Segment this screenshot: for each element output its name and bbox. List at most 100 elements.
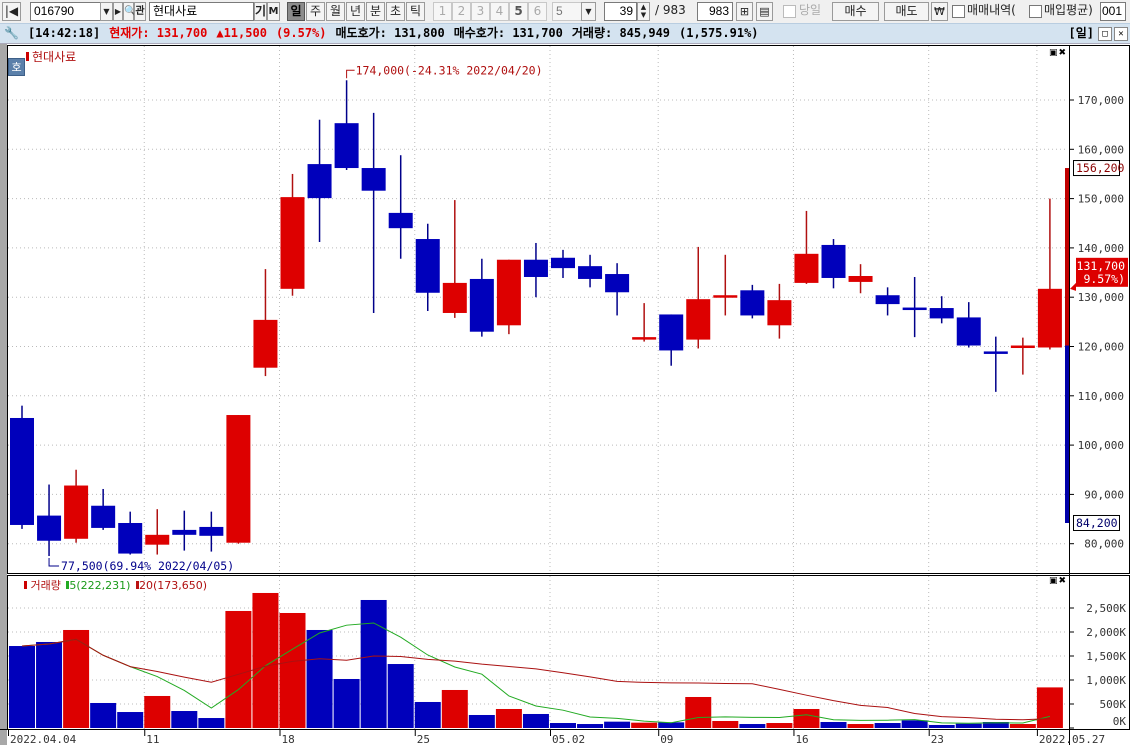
today-checkbox[interactable] xyxy=(783,5,796,18)
period-year-tab[interactable]: 년 xyxy=(346,2,365,21)
candle-body-05/06 xyxy=(632,337,657,340)
range-upper-label-box xyxy=(1073,160,1120,177)
ma20-line xyxy=(21,638,1050,721)
price-tick-label: 110,000 xyxy=(1078,390,1124,403)
volume-bar-04/19 xyxy=(306,629,333,728)
total-input[interactable]: 983 xyxy=(697,2,733,21)
current-price-box xyxy=(1076,257,1128,287)
period-second-tab[interactable]: 초 xyxy=(386,2,405,21)
candle-body-04/06 xyxy=(64,485,89,539)
save-icon[interactable]: ▤ xyxy=(756,2,773,21)
candle-body-04/29 xyxy=(523,259,548,277)
candle-body-05/26 xyxy=(1010,345,1035,349)
volume-tick-label: 500K xyxy=(1100,698,1127,711)
volume-legend: 거래량 5(222,231) 20(173,650) xyxy=(24,577,207,593)
price-tick-label: 130,000 xyxy=(1078,291,1124,304)
date-label: 11 xyxy=(146,733,159,745)
quote-info-bar: 🔧 [14:42:18] 현재가: 131,700 ▲11,500 (9.57%… xyxy=(0,23,1130,44)
buy-button[interactable]: 매수 xyxy=(832,2,879,21)
range-upper-label: 156,200 xyxy=(1076,161,1125,175)
candle-body-04/05 xyxy=(37,515,62,541)
high-annotation: 174,000(-24.31% 2022/04/20) xyxy=(356,63,543,77)
date-label: 16 xyxy=(795,733,808,745)
number-select[interactable]: 5 xyxy=(552,2,582,21)
period-tick-tab[interactable]: 틱 xyxy=(406,2,425,21)
price-tick-label: 140,000 xyxy=(1078,242,1124,255)
close-icon[interactable]: ✕ xyxy=(1114,26,1128,41)
period-month-tab[interactable]: 월 xyxy=(326,2,345,21)
current-price-label: 131,700 xyxy=(1077,259,1126,273)
period-minute-tab[interactable]: 분 xyxy=(366,2,385,21)
stock-code-input[interactable]: 016790 xyxy=(30,2,101,21)
volume-bar-04/11 xyxy=(144,695,171,728)
avg-buy-label: 매입평균) xyxy=(1044,3,1093,17)
candle-body-05/17 xyxy=(821,244,846,278)
volume-bar-04/05 xyxy=(36,641,63,728)
badge-button[interactable]: 호 xyxy=(8,58,25,76)
volume-bar-05/26 xyxy=(1009,724,1036,728)
candle-body-05/03 xyxy=(578,266,603,279)
trade-history-label: 매매내역( xyxy=(967,3,1016,17)
add-window-icon[interactable]: ⊞ xyxy=(736,2,753,21)
volume-pane-controls[interactable]: ▣✖ xyxy=(1049,576,1068,586)
wrench-icon[interactable]: 🔧 xyxy=(4,26,19,40)
count-input[interactable]: 39 xyxy=(604,2,637,21)
count-spinner[interactable]: ▲ ▼ xyxy=(637,2,650,21)
won-button[interactable]: ₩ xyxy=(931,2,948,21)
period-week-tab[interactable]: 주 xyxy=(306,2,325,21)
date-label: 18 xyxy=(282,733,295,745)
number-3-button[interactable]: 3 xyxy=(471,2,490,21)
stock-name-field[interactable]: 현대사료 xyxy=(149,2,254,21)
price-pane-controls[interactable]: ▣✖ xyxy=(1049,48,1068,58)
account-input[interactable]: 001 xyxy=(1100,2,1126,21)
trade-history-checkbox[interactable] xyxy=(952,5,965,18)
gi-button[interactable]: 기 xyxy=(254,2,267,21)
candle-body-05/23 xyxy=(929,308,954,319)
number-6-button[interactable]: 6 xyxy=(528,2,547,21)
volume-tick-label: 2,000K xyxy=(1086,626,1126,639)
price-change-pct: (9.57%) xyxy=(275,26,327,40)
maximize-icon[interactable]: □ xyxy=(1098,26,1112,41)
volume-pct: (1,575.91%) xyxy=(679,26,759,40)
volume-bar-05/19 xyxy=(874,723,901,728)
volume-bar-05/23 xyxy=(928,724,955,728)
candle-body-04/14 xyxy=(226,415,251,543)
volume-bar-04/06 xyxy=(63,629,90,728)
candle-body-05/20 xyxy=(902,307,927,311)
left-strip xyxy=(0,44,7,745)
first-page-button[interactable]: |◀ xyxy=(2,2,21,21)
interest-button[interactable]: 관 xyxy=(134,2,146,21)
number-2-button[interactable]: 2 xyxy=(452,2,471,21)
candle-body-05/25 xyxy=(983,351,1008,354)
volume-bar-05/11 xyxy=(712,720,739,728)
candle-body-04/19 xyxy=(307,164,332,199)
volume-bar-04/07 xyxy=(90,702,117,728)
price-tick-label: 170,000 xyxy=(1078,94,1124,107)
range-lower-label-box xyxy=(1073,514,1120,531)
volume-legend-title: 거래량 xyxy=(30,579,61,592)
candle-body-04/12 xyxy=(172,529,197,535)
volume-bar-04/13 xyxy=(198,718,225,728)
number-4-button[interactable]: 4 xyxy=(490,2,509,21)
volume-bar-04/21 xyxy=(360,599,387,728)
code-dropdown-icon[interactable]: ▼ xyxy=(100,2,113,21)
current-pct-label: ( 9.57%) xyxy=(1070,272,1125,286)
candle-body-05/18 xyxy=(848,276,873,282)
next-arrow-icon[interactable]: ▶ xyxy=(113,2,123,21)
total-label: / 983 xyxy=(655,3,686,17)
price-tick-label: 120,000 xyxy=(1078,341,1124,354)
time-stamp: [14:42:18] xyxy=(27,26,101,40)
range-bar-upper xyxy=(1065,168,1069,346)
period-day-tab[interactable]: 일 xyxy=(287,2,305,21)
number-5-button[interactable]: 5 xyxy=(509,2,528,21)
candle-body-05/02 xyxy=(551,257,575,269)
search-icon[interactable]: 🔍 xyxy=(123,2,136,21)
sell-button[interactable]: 매도 xyxy=(884,2,929,21)
volume-bar-04/08 xyxy=(117,712,144,728)
quote-info-controls: [일] □ ✕ xyxy=(1069,24,1128,43)
avg-buy-checkbox[interactable] xyxy=(1029,5,1042,18)
m-button[interactable]: M xyxy=(267,2,280,21)
number-dropdown-icon[interactable]: ▼ xyxy=(581,2,596,21)
number-1-button[interactable]: 1 xyxy=(433,2,452,21)
volume-bar-05/13 xyxy=(766,723,793,728)
